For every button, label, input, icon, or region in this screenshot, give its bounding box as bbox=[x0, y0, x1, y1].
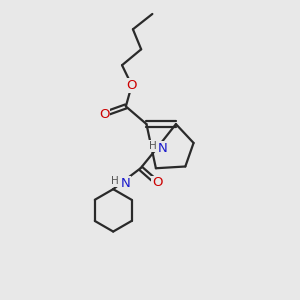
Text: O: O bbox=[99, 108, 110, 121]
Text: O: O bbox=[152, 176, 163, 190]
Text: H: H bbox=[149, 141, 157, 151]
Text: H: H bbox=[111, 176, 119, 186]
Text: N: N bbox=[121, 177, 130, 190]
Text: O: O bbox=[127, 79, 137, 92]
Text: N: N bbox=[158, 142, 167, 155]
